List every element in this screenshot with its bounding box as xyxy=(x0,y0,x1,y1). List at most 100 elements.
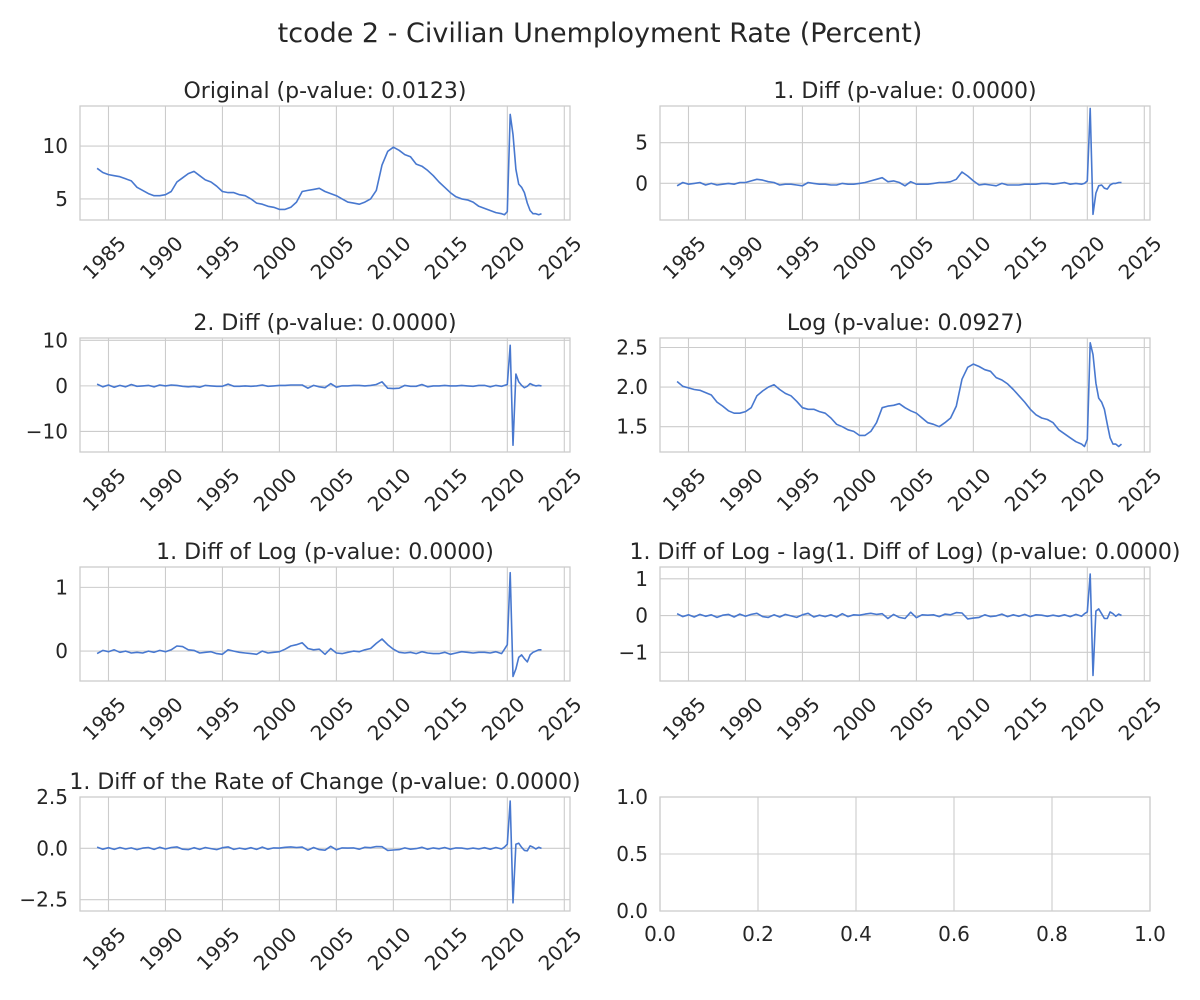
x-tick-label: 1990 xyxy=(135,692,188,745)
subplot-1: Original (p-value: 0.0123)1985 1990 1995 20… xyxy=(43,79,587,284)
y-tick-label: 0 xyxy=(635,171,648,195)
x-tick-label: 0.6 xyxy=(938,922,970,946)
series-line xyxy=(96,800,542,904)
y-tick-label: 0.0 xyxy=(616,899,648,923)
x-tick-label: 2025 xyxy=(534,231,587,284)
x-tick-label: 2000 xyxy=(249,231,302,284)
series-line xyxy=(96,571,542,678)
series-line xyxy=(676,341,1123,448)
x-tick-label: 1990 xyxy=(715,231,768,284)
y-tick-label: 5 xyxy=(55,187,68,211)
x-tick-label: 2010 xyxy=(363,922,416,975)
x-tick-label: 1995 xyxy=(192,463,245,516)
y-tick-label: 1.5 xyxy=(616,415,648,439)
x-tick-label: 1995 xyxy=(772,463,825,516)
x-tick-label: 2015 xyxy=(420,463,473,516)
x-tick-label: 1990 xyxy=(715,463,768,516)
y-tick-label: 0.0 xyxy=(36,836,68,860)
axes-frame xyxy=(659,796,1151,912)
subplot-title: 1. Diff of Log (p-value: 0.0000) xyxy=(156,540,494,565)
x-tick-label: 2020 xyxy=(477,692,530,745)
x-tick-label: 0.2 xyxy=(742,922,774,946)
x-tick-label: 1995 xyxy=(772,231,825,284)
x-tick-label: 2015 xyxy=(420,692,473,745)
x-tick-label: 2010 xyxy=(943,463,996,516)
axes-frame xyxy=(79,105,571,221)
series-line xyxy=(676,107,1122,216)
x-tick-label: 2015 xyxy=(420,922,473,975)
x-tick-label: 2020 xyxy=(477,231,530,284)
y-tick-label: 0.5 xyxy=(616,842,648,866)
x-tick-label: 1985 xyxy=(658,463,711,516)
x-tick-label: 2005 xyxy=(306,692,359,745)
axes-frame xyxy=(79,566,571,682)
x-tick-label: 0.8 xyxy=(1036,922,1068,946)
subplot-8: 0.0 0.2 0.4 0.6 0.8 1.0 0.0 0.5 1.0 xyxy=(616,785,1166,946)
subplot-3: 2. Diff (p-value: 0.0000)1985 1990 1995 200… xyxy=(26,311,587,516)
x-tick-label: 1995 xyxy=(772,692,825,745)
y-tick-label: 10 xyxy=(43,134,68,158)
x-tick-label: 2010 xyxy=(363,692,416,745)
subplot-6: 1. Diff of Log - lag(1. Diff of Log) (p-… xyxy=(619,540,1181,745)
x-tick-label: 2010 xyxy=(943,231,996,284)
x-tick-label: 1990 xyxy=(135,922,188,975)
x-tick-label: 1985 xyxy=(658,692,711,745)
x-tick-label: 1985 xyxy=(658,231,711,284)
x-tick-label: 2005 xyxy=(886,463,939,516)
subplot-title: Log (p-value: 0.0927) xyxy=(787,311,1023,336)
figure-suptitle: tcode 2 - Civilian Unemployment Rate (Pe… xyxy=(278,18,923,49)
x-tick-label: 1990 xyxy=(135,231,188,284)
x-tick-label: 2015 xyxy=(1000,231,1053,284)
subplot-title: 1. Diff (p-value: 0.0000) xyxy=(773,79,1036,104)
x-tick-label: 2000 xyxy=(249,692,302,745)
x-tick-label: 2025 xyxy=(1114,231,1167,284)
x-tick-label: 0.0 xyxy=(644,922,676,946)
y-tick-label: 1.0 xyxy=(616,785,648,809)
axes-frame xyxy=(79,337,571,453)
x-tick-label: 2020 xyxy=(1057,692,1110,745)
x-tick-label: 2000 xyxy=(249,463,302,516)
x-tick-label: 2000 xyxy=(829,692,882,745)
x-tick-label: 2020 xyxy=(1057,463,1110,516)
y-tick-label: −1 xyxy=(619,640,648,664)
x-tick-label: 2000 xyxy=(249,922,302,975)
x-tick-label: 1985 xyxy=(78,231,131,284)
x-tick-label: 2005 xyxy=(306,922,359,975)
series-line xyxy=(676,573,1122,677)
x-tick-label: 2015 xyxy=(1000,692,1053,745)
x-tick-label: 1985 xyxy=(78,692,131,745)
subplot-2: 1. Diff (p-value: 0.0000) 1985 1990 1995 200… xyxy=(635,79,1166,284)
x-tick-label: 2020 xyxy=(477,922,530,975)
x-tick-label: 1995 xyxy=(192,692,245,745)
x-tick-label: 1985 xyxy=(78,463,131,516)
series-line xyxy=(96,344,542,447)
x-tick-label: 1995 xyxy=(192,231,245,284)
axes-frame xyxy=(79,796,571,912)
x-tick-label: 2000 xyxy=(829,463,882,516)
x-tick-label: 2025 xyxy=(534,463,587,516)
axes-frame xyxy=(659,105,1151,221)
x-tick-label: 2005 xyxy=(886,692,939,745)
y-tick-label: 0 xyxy=(55,374,68,398)
x-tick-label: 2025 xyxy=(1114,463,1167,516)
x-tick-label: 1995 xyxy=(192,922,245,975)
y-tick-label: 2.0 xyxy=(616,375,648,399)
subplot-title: Original (p-value: 0.0123) xyxy=(183,79,466,104)
x-tick-label: 2005 xyxy=(306,231,359,284)
x-tick-label: 2020 xyxy=(477,463,530,516)
axes-frame xyxy=(659,566,1151,682)
y-tick-label: 5 xyxy=(635,131,648,155)
x-tick-label: 2005 xyxy=(306,463,359,516)
subplot-title: 2. Diff (p-value: 0.0000) xyxy=(193,311,456,336)
x-tick-label: 2000 xyxy=(829,231,882,284)
y-tick-label: −2.5 xyxy=(19,888,68,912)
y-tick-label: 1 xyxy=(55,575,68,599)
subplot-5: 1. Diff of Log (p-value: 0.0000) 1985 1990… xyxy=(55,540,586,745)
axes-frame xyxy=(659,337,1151,453)
subplot-4: Log (p-value: 0.0927) 1985 1990 1995 2000 200… xyxy=(616,311,1166,516)
x-tick-label: 2025 xyxy=(534,922,587,975)
x-tick-label: 1990 xyxy=(135,463,188,516)
x-tick-label: 2015 xyxy=(1000,463,1053,516)
x-tick-label: 1.0 xyxy=(1134,922,1166,946)
